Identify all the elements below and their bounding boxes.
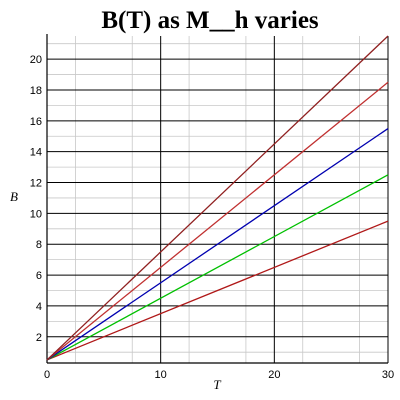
y-tick-label: 16 — [30, 116, 42, 128]
x-tick-label: 20 — [268, 369, 280, 381]
y-axis-label: B — [10, 189, 18, 204]
x-tick-label: 30 — [382, 369, 394, 381]
y-tick-label: 8 — [36, 239, 42, 251]
y-tick-label: 6 — [36, 270, 42, 282]
chart-title: B(T) as M__h varies — [101, 7, 319, 34]
y-tick-label: 14 — [30, 147, 42, 159]
series-group — [46, 35, 389, 361]
y-tick-label: 2 — [36, 332, 42, 344]
series-line-3 — [46, 128, 389, 361]
y-tick-labels: 2 4 6 8 10 12 14 16 18 20 — [30, 54, 42, 344]
series-line-1 — [46, 220, 389, 361]
x-tick-label: 0 — [44, 369, 50, 381]
y-tick-label: 4 — [36, 301, 42, 313]
series-line-5 — [46, 35, 389, 361]
x-axis-label: T — [213, 377, 221, 392]
y-tick-label: 20 — [30, 54, 42, 66]
y-tick-label: 18 — [30, 85, 42, 97]
x-tick-label: 10 — [155, 369, 167, 381]
series-line-2 — [46, 174, 389, 361]
y-tick-label: 12 — [30, 178, 42, 190]
y-tick-label: 10 — [30, 208, 42, 220]
axes — [46, 34, 388, 364]
x-tick-labels: 0 10 20 30 — [44, 369, 394, 381]
series-line-4 — [46, 81, 389, 361]
